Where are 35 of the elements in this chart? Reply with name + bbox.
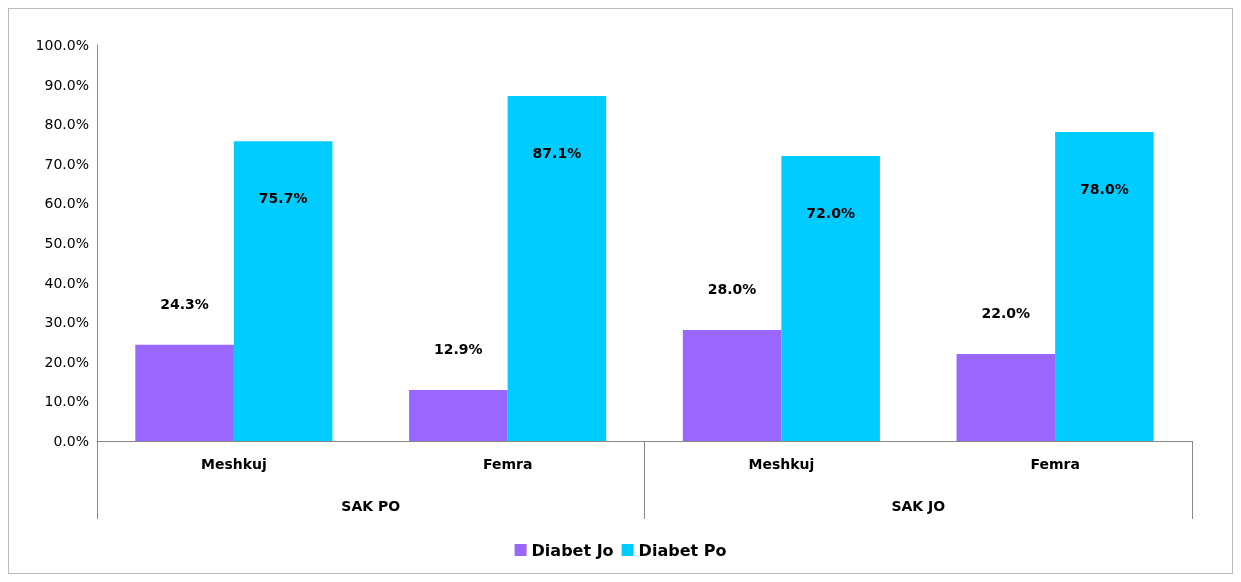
y-tick-label: 90.0% bbox=[44, 76, 89, 93]
y-tick-label: 60.0% bbox=[44, 195, 89, 212]
x-tick-label: Femra bbox=[482, 456, 533, 472]
bar bbox=[409, 389, 508, 441]
y-tick-label: 10.0% bbox=[44, 393, 89, 410]
data-label: 78.0% bbox=[1080, 181, 1129, 198]
text: SAK JO bbox=[891, 498, 946, 514]
y-tick-label: 80.0% bbox=[44, 116, 89, 133]
data-label: 24.3% bbox=[160, 295, 209, 312]
data-label: 72.0% bbox=[806, 204, 855, 221]
data-label: 12.9% bbox=[434, 340, 483, 357]
x-tick-label: Meshkuj bbox=[200, 456, 267, 472]
y-tick-label: 20.0% bbox=[44, 353, 89, 370]
legend-label: Diabet Jo bbox=[531, 540, 614, 560]
bar bbox=[233, 141, 333, 441]
bar bbox=[1055, 132, 1154, 441]
text: SAK PO bbox=[341, 498, 401, 514]
bar bbox=[507, 96, 607, 441]
x-tick-label: Femra bbox=[1030, 456, 1080, 472]
data-label: 22.0% bbox=[981, 304, 1031, 321]
bar bbox=[956, 353, 1056, 441]
y-tick-label: 0.0% bbox=[53, 433, 89, 449]
bar bbox=[135, 344, 234, 441]
y-tick-label: 30.0% bbox=[44, 314, 89, 331]
y-tick-label: 70.0% bbox=[44, 155, 89, 172]
data-label: 28.0% bbox=[707, 281, 757, 298]
data-label: 87.1% bbox=[532, 145, 582, 162]
data-label: 75.7% bbox=[258, 190, 308, 207]
y-tick-label: 40.0% bbox=[44, 274, 89, 291]
bar bbox=[781, 155, 880, 441]
legend-label: Diabet Po bbox=[638, 540, 727, 560]
y-tick-label: 50.0% bbox=[44, 235, 89, 251]
bar bbox=[682, 330, 782, 441]
y-tick-label: 100.0% bbox=[35, 37, 89, 53]
x-tick-label: Meshkuj bbox=[748, 456, 815, 472]
